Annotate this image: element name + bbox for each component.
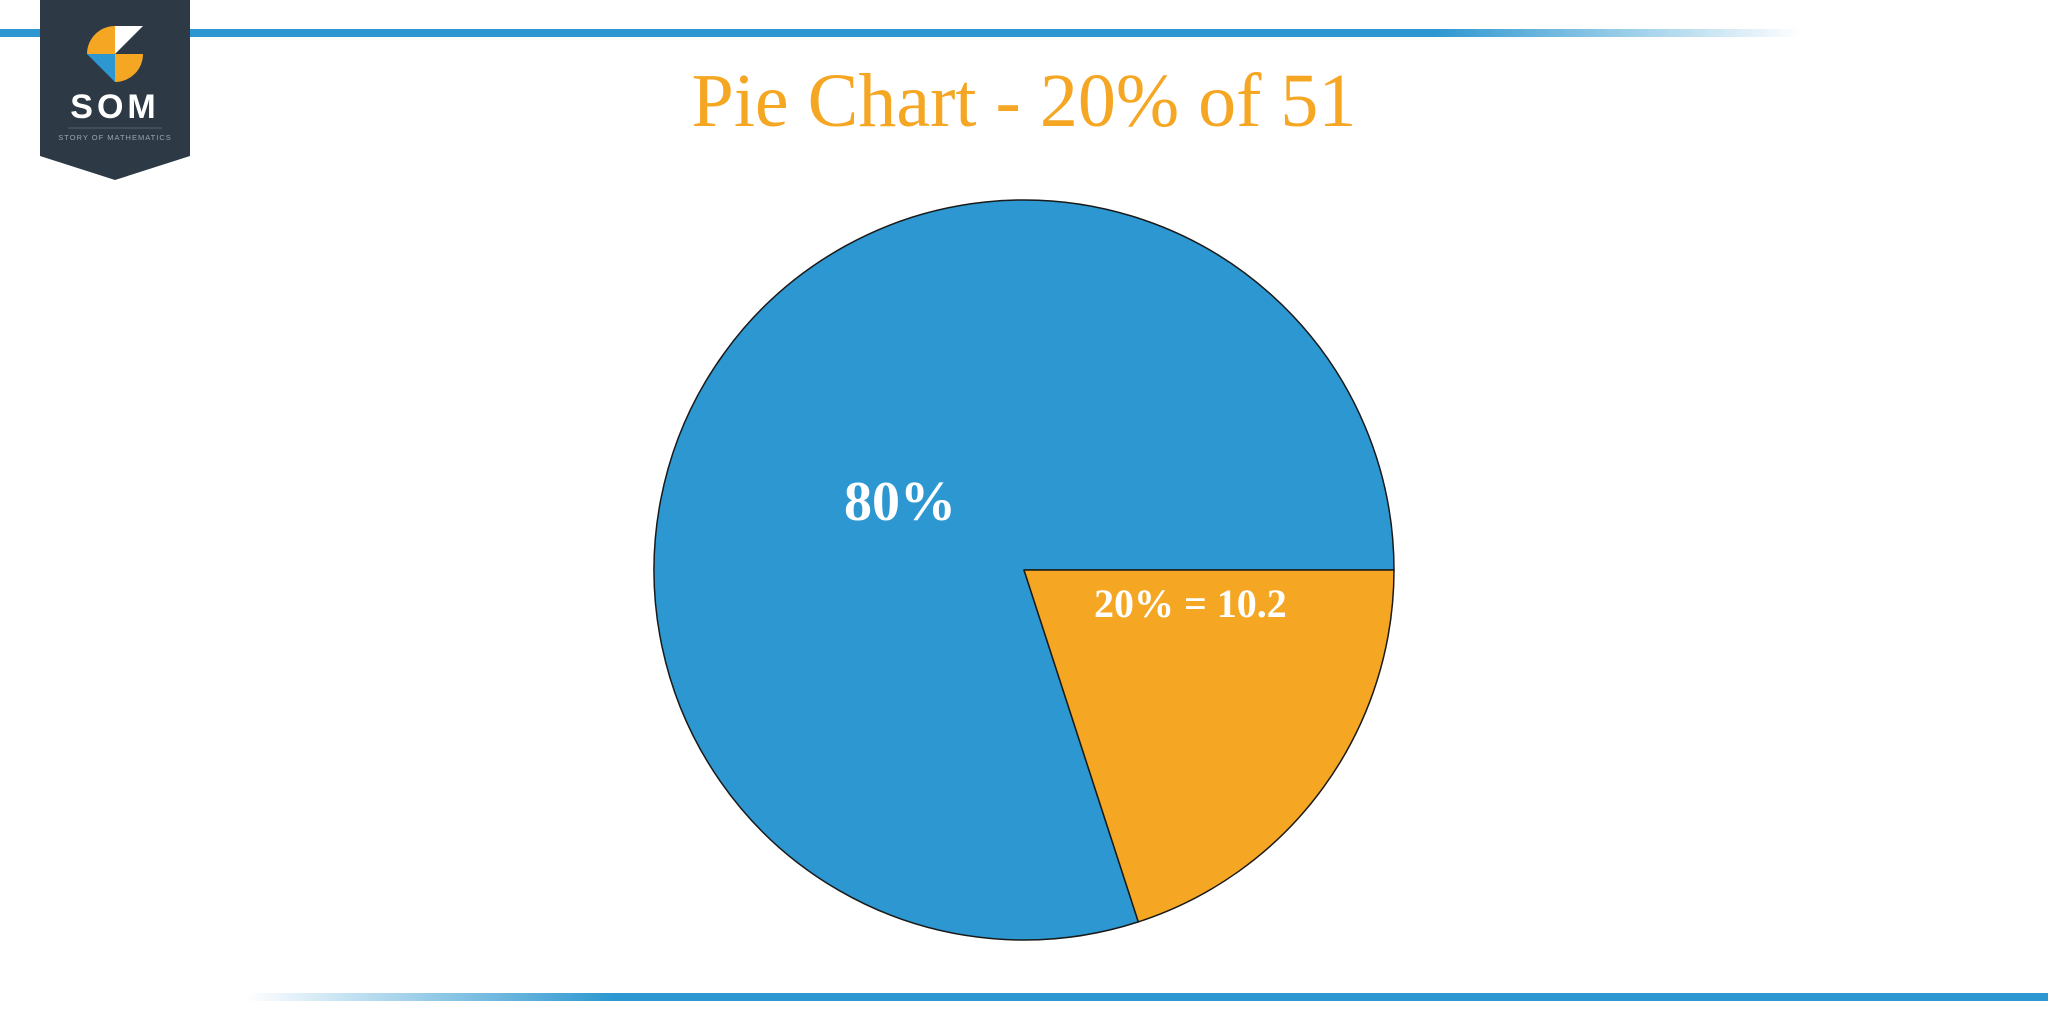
logo-text: SOM (70, 88, 159, 126)
chart-title: Pie Chart - 20% of 51 (0, 58, 2048, 145)
pie-svg (644, 190, 1404, 950)
bottom-accent-bar (0, 988, 2048, 996)
logo-badge-svg: SOM STORY OF MATHEMATICS (40, 0, 190, 184)
logo-subtext: STORY OF MATHEMATICS (58, 133, 171, 142)
slice-label-20: 20% = 10.2 (1094, 580, 1287, 627)
logo-badge: SOM STORY OF MATHEMATICS (40, 0, 190, 180)
slice-label-80: 80% (844, 470, 956, 534)
pie-chart: 80% 20% = 10.2 (644, 190, 1404, 950)
top-accent-bar (0, 24, 2048, 32)
